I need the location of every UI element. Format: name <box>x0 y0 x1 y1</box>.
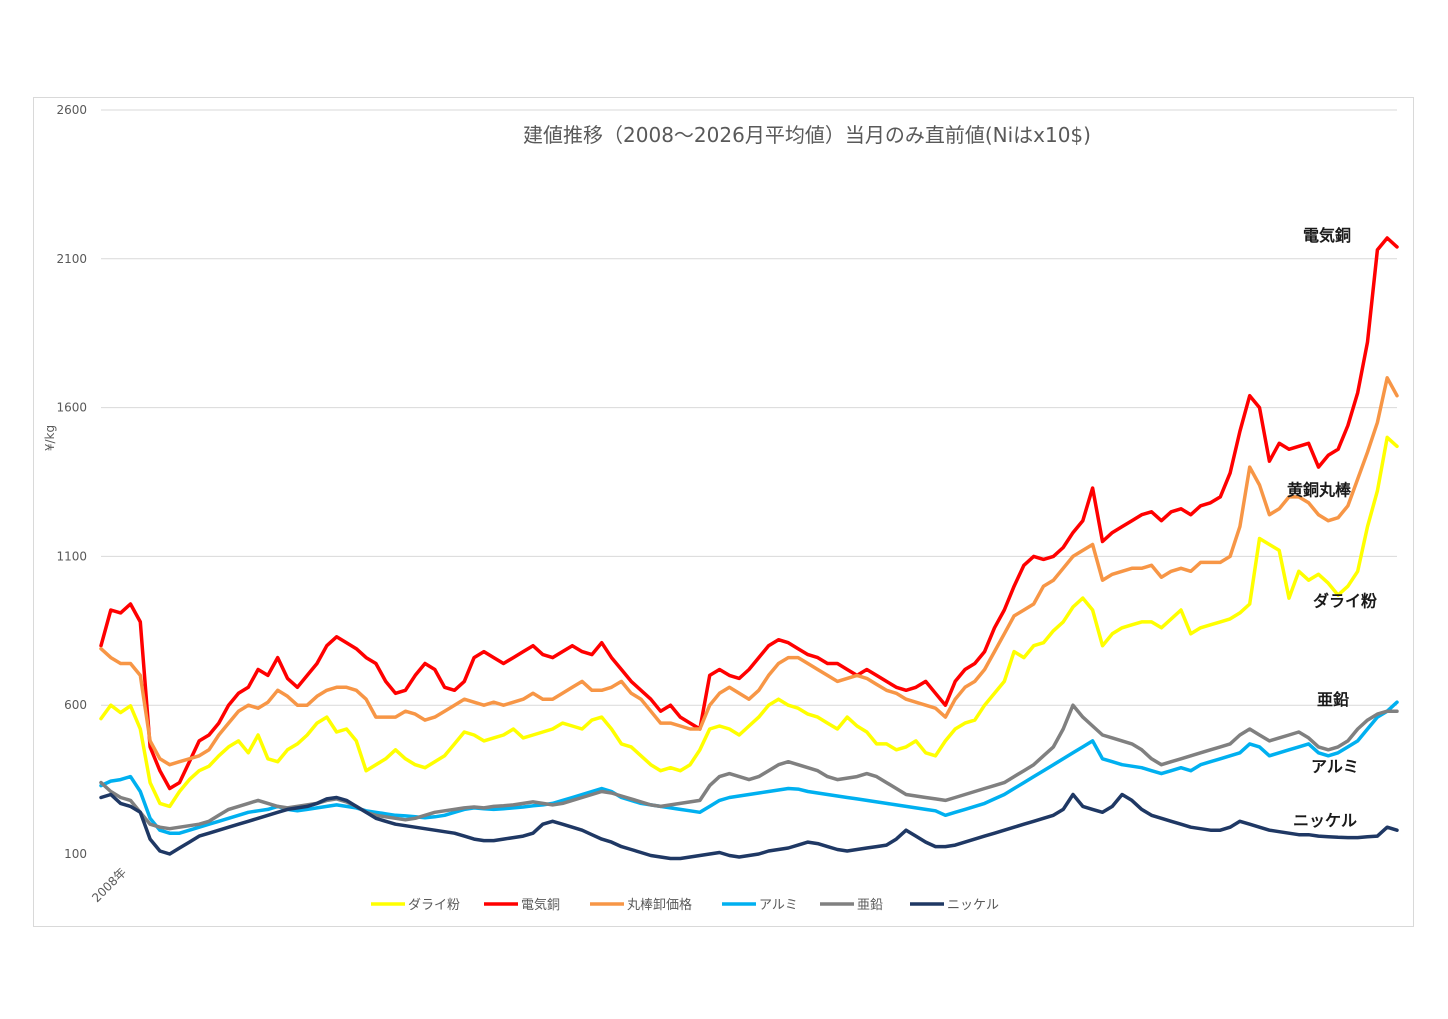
series-line-dry_powder <box>99 435 1399 809</box>
y-tick-label: 600 <box>64 698 87 712</box>
x-tick-label: 2008年 <box>89 865 129 905</box>
annotation-aluminum: アルミ <box>1311 757 1359 776</box>
legend-label-aluminum: アルミ <box>759 898 798 913</box>
series-line-brass_rod <box>99 376 1399 767</box>
y-tick-label: 2100 <box>56 252 87 266</box>
series-line-aluminum <box>99 700 1399 835</box>
series-lines <box>99 236 1399 861</box>
chart-title: 建値推移（2008～2026月平均値）当月のみ直前値(Niはx10$) <box>523 123 1091 147</box>
y-axis-ticks: 100 600 1100 1600 2100 2600 <box>56 103 87 861</box>
series-line-nickel <box>99 792 1399 861</box>
grid <box>101 109 1397 706</box>
y-tick-label: 1600 <box>56 401 87 415</box>
legend-label-zinc: 亜鉛 <box>857 898 883 913</box>
annotation-nickel: ニッケル <box>1293 811 1357 830</box>
legend-label-dry_powder: ダライ粉 <box>408 898 460 913</box>
y-tick-label: 1100 <box>56 549 87 563</box>
series-line-copper <box>99 236 1399 791</box>
legend-label-nickel: ニッケル <box>947 898 999 913</box>
y-tick-label: 2600 <box>56 103 87 117</box>
legend: ダライ粉 電気銅 丸棒卸価格 アルミ 亜鉛 ニッケル <box>371 897 999 913</box>
y-tick-label: 100 <box>64 847 87 861</box>
annotation-zinc: 亜鉛 <box>1317 690 1349 709</box>
annotation-dry_powder: ダライ粉 <box>1313 591 1377 610</box>
line-chart: 建値推移（2008～2026月平均値）当月のみ直前値(Niはx10$) ¥/kg… <box>43 103 1399 913</box>
chart-frame: 建値推移（2008～2026月平均値）当月のみ直前値(Niはx10$) ¥/kg… <box>33 97 1414 927</box>
y-axis-label: ¥/kg <box>43 425 57 451</box>
annotation-brass_rod: 黄銅丸棒 <box>1287 481 1352 500</box>
legend-label-brass_rod: 丸棒卸価格 <box>627 897 692 913</box>
legend-label-copper: 電気銅 <box>521 897 560 913</box>
annotation-copper: 電気銅 <box>1303 226 1351 245</box>
